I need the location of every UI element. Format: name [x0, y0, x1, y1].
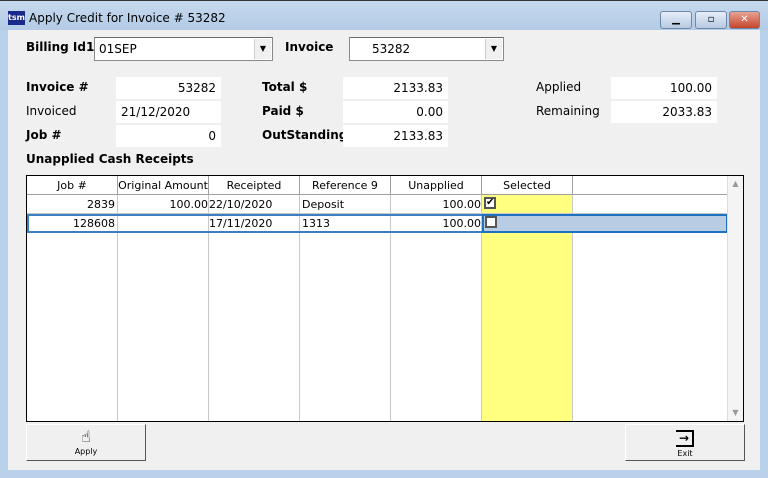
header-reference[interactable]: Reference 9: [300, 176, 391, 195]
cell-reference: Deposit: [302, 198, 345, 211]
maximize-icon: ▫: [707, 14, 715, 25]
apply-label: Apply: [74, 447, 98, 456]
billing-id-label: Billing Id10: [26, 40, 103, 54]
header-job[interactable]: Job #: [27, 176, 118, 195]
table-row[interactable]: 128608 17/11/2020 1313 100.00: [27, 214, 728, 233]
invoice-label: Invoice: [285, 40, 334, 54]
close-icon: ✕: [740, 14, 749, 25]
cell-original: 100.00: [169, 198, 209, 211]
job-label: Job #: [26, 128, 62, 142]
total-label: Total $: [262, 80, 308, 94]
invoice-combo[interactable]: 53282 ▼: [349, 37, 504, 61]
header-original[interactable]: Original Amount: [118, 176, 209, 195]
billing-id-value: 01SEP: [99, 42, 137, 56]
chevron-down-icon[interactable]: ▼: [254, 39, 271, 59]
exit-button[interactable]: → Exit: [625, 424, 745, 461]
paid-label: Paid $: [262, 104, 304, 118]
hand-pointer-icon: ☝: [81, 427, 91, 446]
invoice-no-field[interactable]: 53282: [116, 77, 221, 99]
invoice-no-label: Invoice #: [26, 80, 89, 94]
header-receipted[interactable]: Receipted: [209, 176, 300, 195]
cell-receipted: 22/10/2020: [209, 198, 273, 211]
job-field[interactable]: 0: [116, 125, 221, 147]
remaining-label: Remaining: [536, 104, 600, 118]
exit-label: Exit: [677, 449, 693, 458]
invoiced-field[interactable]: 21/12/2020: [116, 101, 221, 123]
paid-field[interactable]: 0.00: [343, 101, 448, 123]
invoice-value: 53282: [372, 42, 411, 56]
selected-checkbox[interactable]: [485, 216, 497, 228]
receipts-title: Unapplied Cash Receipts: [26, 152, 194, 166]
billing-id-combo[interactable]: 01SEP ▼: [94, 37, 273, 61]
total-field[interactable]: 2133.83: [343, 77, 448, 99]
cell-reference: 1313: [302, 217, 330, 230]
selected-checkbox[interactable]: ✔: [484, 197, 496, 209]
cell-receipted: 17/11/2020: [209, 217, 273, 230]
app-icon: tsm: [8, 11, 25, 25]
cell-original: [118, 214, 208, 233]
header-selected[interactable]: Selected: [482, 176, 573, 195]
header-unapplied[interactable]: Unapplied: [391, 176, 482, 195]
column-receipted: [209, 176, 300, 421]
scroll-up-icon[interactable]: ▲: [732, 179, 739, 188]
chevron-down-icon[interactable]: ▼: [485, 39, 502, 59]
invoiced-label: Invoiced: [26, 104, 77, 118]
title-bar: tsm Apply Credit for Invoice # 53282 ▁ ▫…: [0, 0, 768, 30]
cell-job: 2839: [87, 198, 115, 211]
column-unapplied: [391, 176, 482, 421]
applied-field[interactable]: 100.00: [611, 77, 717, 99]
window-title: Apply Credit for Invoice # 53282: [29, 11, 226, 25]
exit-icon: →: [676, 430, 694, 447]
cell-job: 128608: [73, 217, 115, 230]
outstanding-field[interactable]: 2133.83: [343, 125, 448, 147]
minimize-button[interactable]: ▁: [660, 11, 692, 29]
apply-button[interactable]: ☝ Apply: [26, 424, 146, 461]
outstanding-label: OutStanding: [262, 128, 348, 142]
minimize-icon: ▁: [672, 14, 680, 25]
table-row[interactable]: 2839 100.00 22/10/2020 Deposit 100.00 ✔: [27, 195, 728, 214]
applied-label: Applied: [536, 80, 582, 94]
header-blank: [573, 176, 728, 195]
column-job: [27, 176, 118, 421]
receipts-grid[interactable]: Job # Original Amount Receipted Referenc…: [26, 175, 744, 422]
column-original: [118, 176, 209, 421]
cell-unapplied: 100.00: [442, 217, 482, 230]
maximize-button[interactable]: ▫: [695, 11, 727, 29]
cell-unapplied: 100.00: [442, 198, 482, 211]
scroll-down-icon[interactable]: ▼: [732, 408, 739, 417]
vertical-scrollbar[interactable]: ▲ ▼: [727, 176, 743, 421]
column-reference: [300, 176, 391, 421]
close-button[interactable]: ✕: [729, 11, 760, 29]
remaining-field[interactable]: 2033.83: [611, 101, 717, 123]
